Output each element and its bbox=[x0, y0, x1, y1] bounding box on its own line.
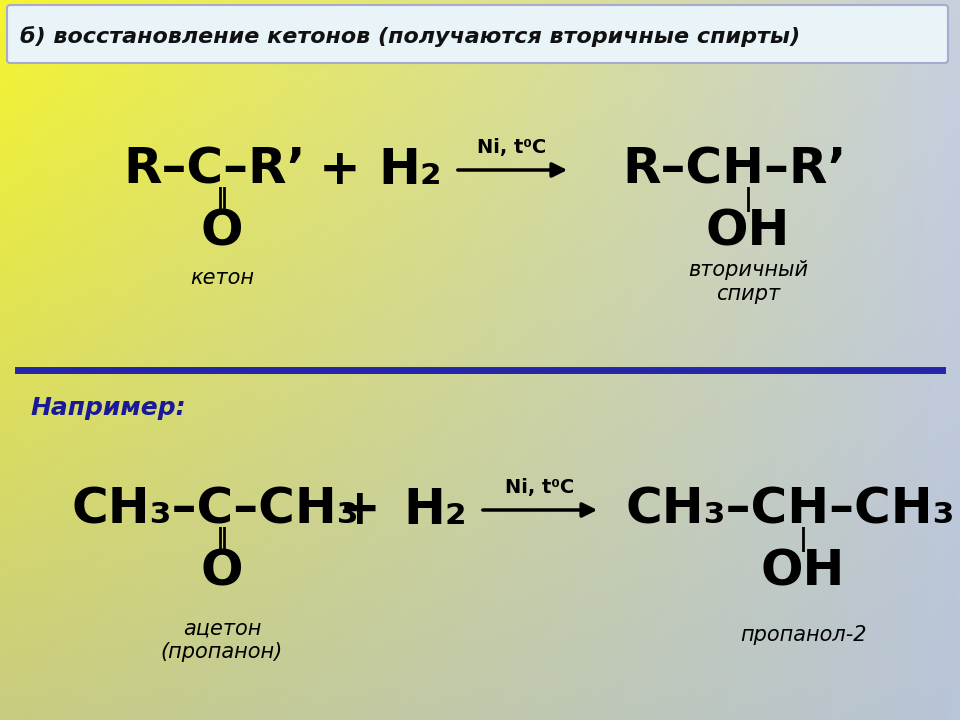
Text: |: | bbox=[799, 528, 807, 552]
Text: |: | bbox=[743, 187, 753, 212]
Text: CH₃–C–CH₃: CH₃–C–CH₃ bbox=[71, 486, 359, 534]
Text: кетон: кетон bbox=[190, 268, 254, 288]
Text: ацетон
(пропанон): ацетон (пропанон) bbox=[161, 618, 283, 662]
Text: O: O bbox=[201, 208, 243, 256]
Text: б) восстановление кетонов (получаются вторичные спирты): б) восстановление кетонов (получаются вт… bbox=[20, 27, 800, 48]
Text: R–CH–R’: R–CH–R’ bbox=[623, 146, 847, 194]
Text: H₂: H₂ bbox=[403, 486, 467, 534]
Text: ‖: ‖ bbox=[216, 187, 228, 212]
Text: +: + bbox=[319, 146, 361, 194]
Text: CH₃–CH–CH₃: CH₃–CH–CH₃ bbox=[625, 486, 955, 534]
FancyBboxPatch shape bbox=[7, 5, 948, 63]
Text: OH: OH bbox=[706, 208, 790, 256]
Text: R–C–R’: R–C–R’ bbox=[124, 146, 306, 194]
Text: OH: OH bbox=[761, 548, 845, 596]
Text: вторичный
спирт: вторичный спирт bbox=[688, 261, 808, 304]
Text: O: O bbox=[201, 548, 243, 596]
Text: пропанол-2: пропанол-2 bbox=[740, 625, 866, 645]
Text: Например:: Например: bbox=[30, 396, 185, 420]
Text: ‖: ‖ bbox=[216, 528, 228, 552]
Text: Ni, t⁰C: Ni, t⁰C bbox=[477, 138, 546, 158]
Text: H₂: H₂ bbox=[378, 146, 442, 194]
Text: Ni, t⁰C: Ni, t⁰C bbox=[505, 479, 575, 498]
Text: +: + bbox=[339, 486, 381, 534]
